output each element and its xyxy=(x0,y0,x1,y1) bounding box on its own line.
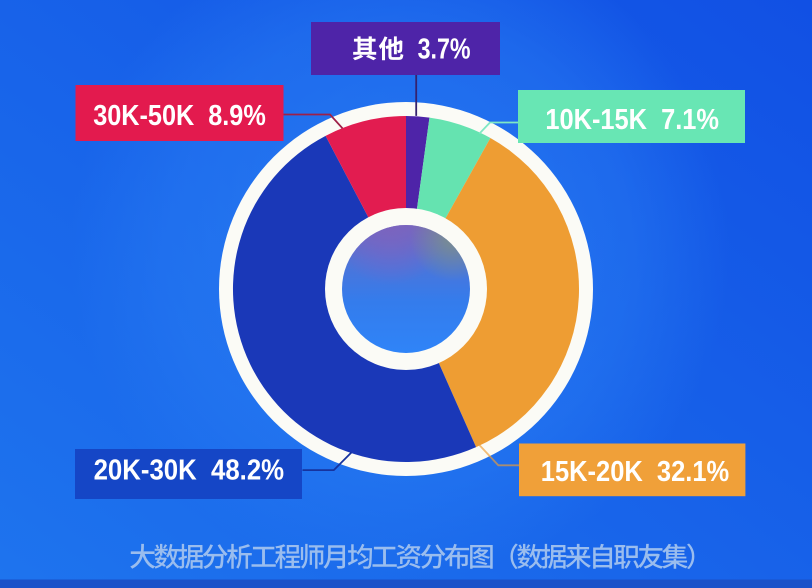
svg-text:20K-30K 48.2%: 20K-30K 48.2% xyxy=(94,455,285,487)
svg-text:10K-15K 7.1%: 10K-15K 7.1% xyxy=(545,104,719,136)
svg-text:15K-20K 32.1%: 15K-20K 32.1% xyxy=(541,456,729,488)
svg-text:3.7%: 3.7% xyxy=(418,34,471,66)
svg-text:30K-50K 8.9%: 30K-50K 8.9% xyxy=(93,100,266,132)
